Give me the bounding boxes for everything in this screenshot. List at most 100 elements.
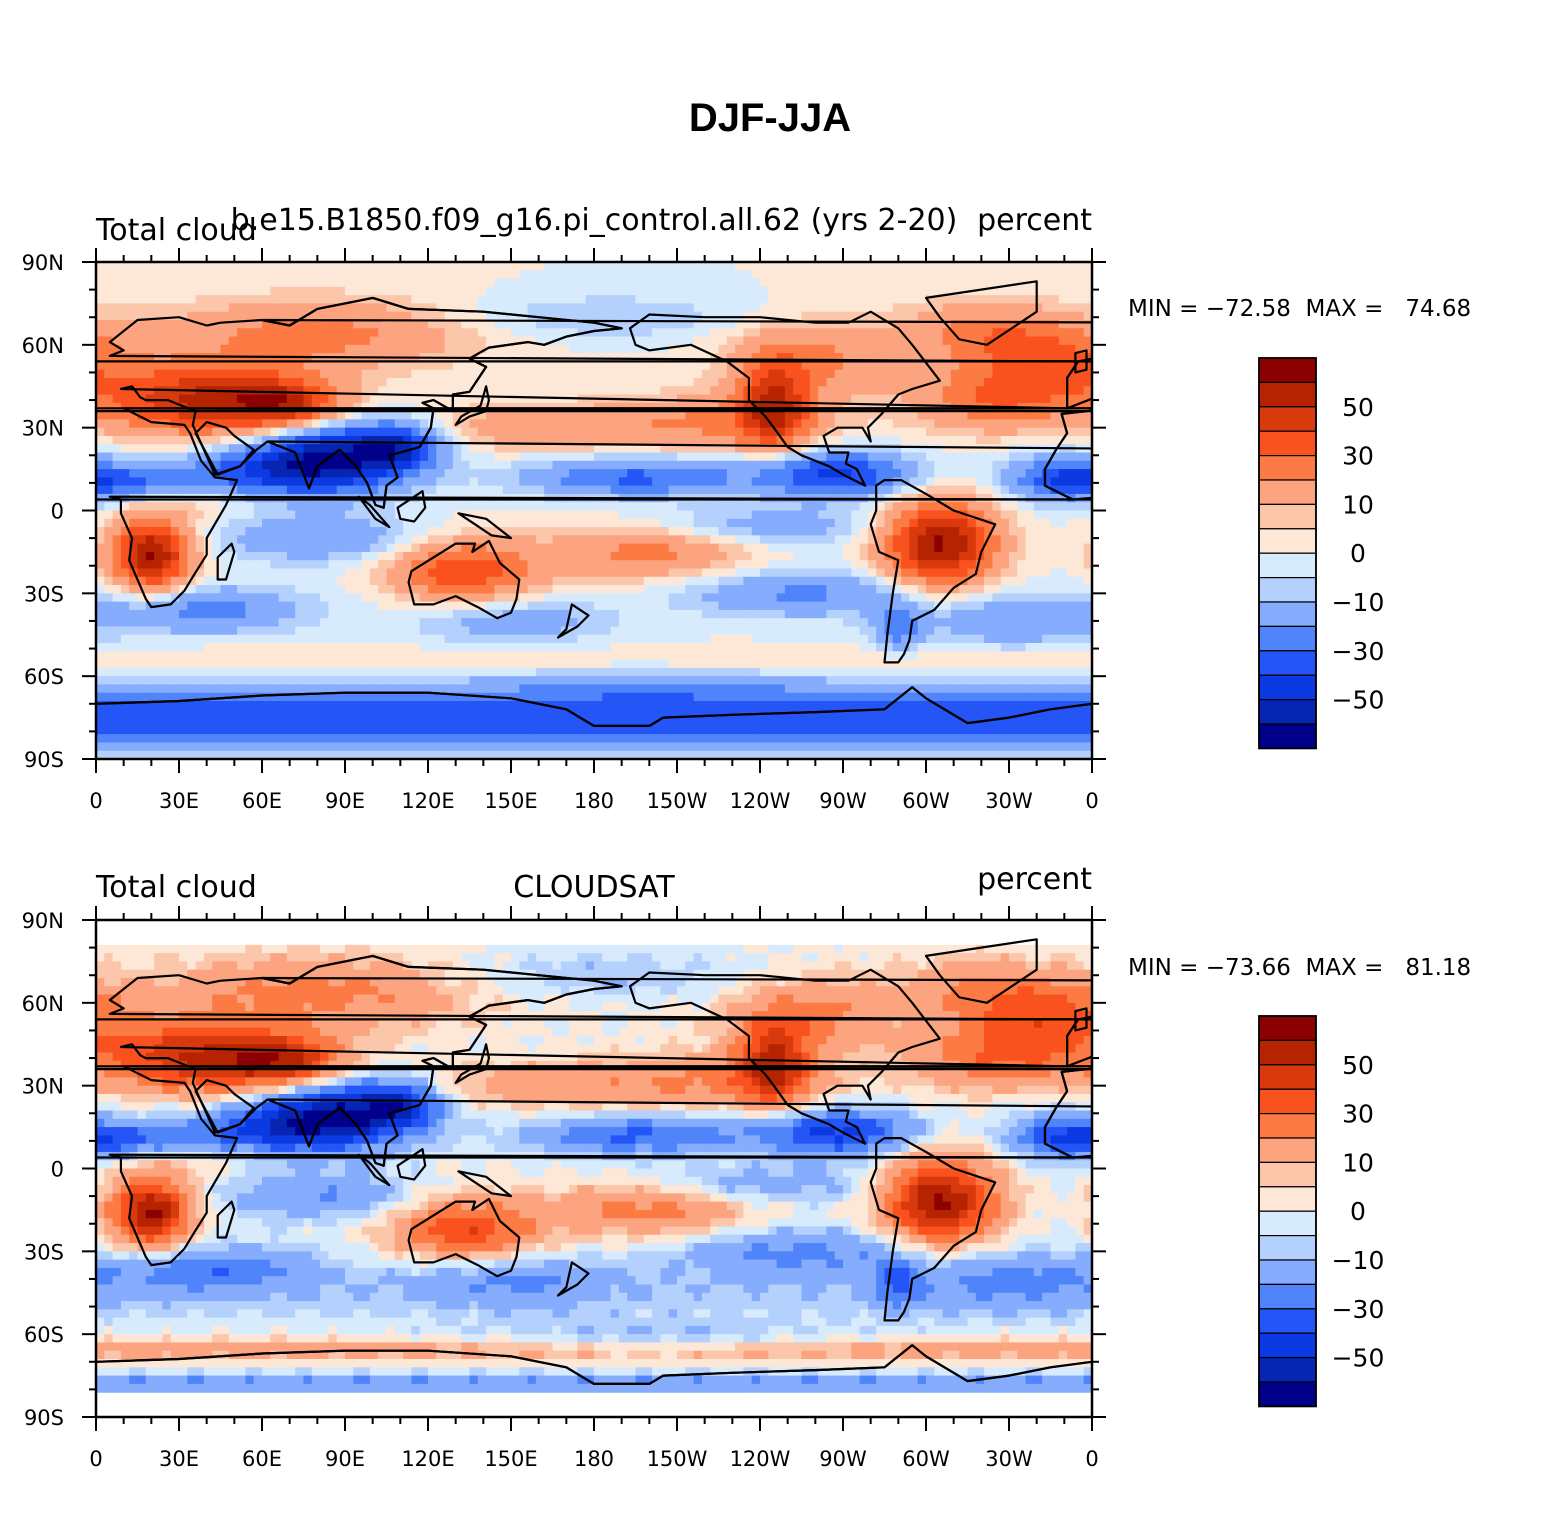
lon-tick-label: 0: [1085, 1447, 1098, 1471]
coastline-new_zealand: [556, 1261, 590, 1297]
colorbar-label: 30: [1342, 442, 1374, 471]
colorbar-label: −50: [1332, 1344, 1385, 1373]
colorbar-box: [1258, 455, 1317, 481]
panel-top-coastlines: [96, 280, 1092, 727]
lon-tick-label: 150W: [647, 1447, 708, 1471]
colorbar-box: [1258, 625, 1317, 652]
coastline-uk: [1074, 1007, 1088, 1032]
lat-tick-label: 60N: [22, 334, 64, 358]
lon-tick-label: 30W: [985, 1447, 1033, 1471]
panel-bottom-contour-field: [96, 920, 1092, 1417]
colorbar-box: [1258, 479, 1317, 505]
lon-tick-label: 60W: [902, 1447, 950, 1471]
colorbar-box: [1258, 1210, 1317, 1237]
lon-tick-label: 90E: [325, 1447, 365, 1471]
lon-tick-label: 90E: [325, 789, 365, 813]
coastline-sumatra: [357, 495, 391, 529]
lat-tick-label: 30N: [22, 1075, 64, 1099]
lat-tick-label: 30S: [24, 582, 64, 606]
lon-tick-label: 150W: [647, 789, 708, 813]
lon-tick-label: 120W: [730, 1447, 791, 1471]
panel-bottom-min-max: MIN = −73.66 MAX = 81.18: [1128, 955, 1471, 981]
colorbar-box: [1258, 381, 1317, 408]
colorbar-label: 50: [1342, 393, 1374, 422]
lat-tick-label: 0: [51, 1158, 64, 1182]
lon-tick-label: 150E: [484, 1447, 537, 1471]
lon-tick-label: 30E: [159, 789, 199, 813]
panel-bottom-map-frame: 90N 60N 30N 0 30S 60S 90S 0 30E 60E 90E 120E 150E 180…: [22, 906, 1106, 1471]
coastline-madagascar: [216, 1200, 236, 1239]
colorbar-outline: [1258, 1015, 1317, 1408]
panel-top-right-title: percent: [977, 203, 1092, 238]
colorbar-box: [1258, 1088, 1317, 1115]
colorbar-label: 50: [1342, 1051, 1374, 1080]
panel-top-min-max: MIN = −72.58 MAX = 74.68: [1128, 296, 1471, 322]
lon-tick-label: 0: [89, 789, 102, 813]
panel-top-contour-field: [96, 262, 1092, 759]
figure-title: DJF-JJA: [689, 96, 851, 140]
colorbar-label: −50: [1332, 686, 1385, 715]
colorbar-box: [1258, 698, 1317, 725]
lat-tick-label: 60S: [24, 665, 64, 689]
colorbar-label: 0: [1350, 1197, 1366, 1226]
coastline-new_guinea: [457, 512, 513, 540]
colorbar-box: [1258, 1161, 1317, 1188]
coastline-borneo: [396, 490, 427, 523]
coastline-south_america: [869, 1137, 997, 1322]
lon-tick-label: 120E: [401, 1447, 454, 1471]
coastline-greenland: [924, 938, 1038, 1004]
coastline-sumatra: [357, 1153, 391, 1187]
lon-tick-label: 90W: [819, 1447, 867, 1471]
lat-tick-label: 90N: [22, 251, 64, 275]
lon-tick-label: 0: [89, 1447, 102, 1471]
lon-tick-label: 90W: [819, 789, 867, 813]
colorbar-label: −10: [1332, 588, 1385, 617]
panel-top-map-frame: 90N 60N 30N 0 30S 60S 90S 0 30E 60E 90E 120E 150E 180…: [22, 248, 1106, 813]
colorbar-box: [1258, 674, 1317, 701]
panel-bottom-right-title: percent: [977, 862, 1092, 897]
coastline-new_zealand: [556, 603, 590, 639]
coastline-madagascar: [216, 542, 236, 581]
coastline-arabia_pen: [194, 1079, 255, 1134]
coastline-north_america: [628, 310, 941, 487]
coastline-arabia_pen: [194, 421, 255, 476]
coastline-eurasia-wrap: [260, 296, 1092, 509]
lat-tick-label: 90S: [24, 748, 64, 772]
colorbar-label: −30: [1332, 1295, 1385, 1324]
lon-tick-label: 30W: [985, 789, 1033, 813]
colorbar-box: [1258, 1332, 1317, 1359]
lon-tick-label: 120W: [730, 789, 791, 813]
colorbar-label: −10: [1332, 1246, 1385, 1275]
lon-tick-label: 150E: [484, 789, 537, 813]
panel-top: Total cloud b.e15.B1850.f09_g16.pi_contr…: [22, 203, 1472, 813]
coastline-antarctica: [96, 686, 1092, 727]
lon-tick-label: 0: [1085, 789, 1098, 813]
colorbar-box: [1258, 1259, 1317, 1285]
colorbar-label: 10: [1342, 1148, 1374, 1177]
coastline-africa-wrap: [1043, 409, 1092, 501]
coastline-australia: [407, 1197, 521, 1278]
colorbar-outline: [1258, 357, 1317, 750]
panel-top-colorbar: 50 30 10 0 −10 −30 −50: [1258, 357, 1385, 750]
colorbar-box: [1258, 430, 1317, 457]
coastline-south_america: [869, 479, 997, 664]
lon-tick-label: 180: [574, 1447, 614, 1471]
coastline-australia: [407, 539, 521, 620]
panel-top-left-title: Total cloud: [95, 213, 257, 248]
lon-tick-label: 180: [574, 789, 614, 813]
coastline-eurasia-wrap: [260, 954, 1092, 1167]
coastline-antarctica: [96, 1344, 1092, 1385]
colorbar-box: [1258, 357, 1317, 383]
colorbar-box: [1258, 576, 1317, 603]
lon-tick-label: 120E: [401, 789, 454, 813]
lon-tick-label: 30E: [159, 1447, 199, 1471]
lon-tick-label: 60E: [242, 789, 282, 813]
lat-tick-label: 30S: [24, 1240, 64, 1264]
colorbar-box: [1258, 1015, 1317, 1041]
lat-tick-label: 30N: [22, 417, 64, 441]
panel-bottom-center-title: CLOUDSAT: [513, 870, 675, 905]
colorbar-box: [1258, 1283, 1317, 1310]
panel-bottom-left-title: Total cloud: [95, 870, 257, 905]
panel-top-center-title: b.e15.B1850.f09_g16.pi_control.all.62 (y…: [231, 203, 958, 238]
